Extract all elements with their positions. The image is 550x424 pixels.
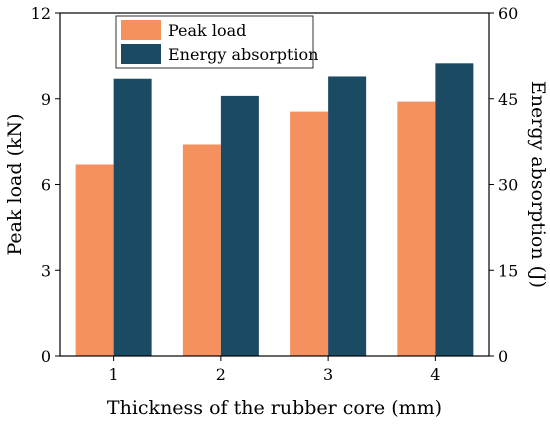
legend-label-peak-load: Peak load [168,21,246,40]
bars [75,63,474,357]
x-tick-label: 4 [430,365,440,384]
right-y-tick-label: 0 [498,347,508,366]
bar-energy-absorption-1 [113,78,152,356]
left-y-tick-label: 12 [31,4,51,23]
bar-peak-load-1 [75,164,114,356]
bar-energy-absorption-4 [435,63,474,356]
bar-energy-absorption-3 [328,76,367,356]
left-y-tick-label: 3 [41,261,51,280]
legend-label-energy-absorption: Energy absorption [168,45,318,64]
bar-energy-absorption-2 [220,95,259,357]
right-y-tick-label: 60 [498,4,518,23]
left-y-tick-label: 9 [41,90,51,109]
x-axis-title: Thickness of the rubber core (mm) [107,397,442,419]
right-y-tick-label: 15 [498,261,518,280]
bar-peak-load-3 [290,111,329,356]
legend-swatch-peak-load [121,20,161,40]
left-y-tick-label: 6 [41,176,51,195]
left-y-axis-title: Peak load (kN) [4,113,26,255]
x-tick-label: 1 [109,365,119,384]
right-y-tick-label: 45 [498,90,518,109]
x-tick-label: 3 [323,365,333,384]
left-y-tick-label: 0 [41,347,51,366]
bar-peak-load-2 [182,144,221,356]
legend: Peak load Energy absorption [115,15,318,69]
legend-swatch-energy-absorption [121,44,161,64]
bar-peak-load-4 [397,101,436,356]
x-tick-label: 2 [216,365,226,384]
right-y-tick-label: 30 [498,176,518,195]
right-y-axis-title: Energy absorption (J) [527,81,549,288]
